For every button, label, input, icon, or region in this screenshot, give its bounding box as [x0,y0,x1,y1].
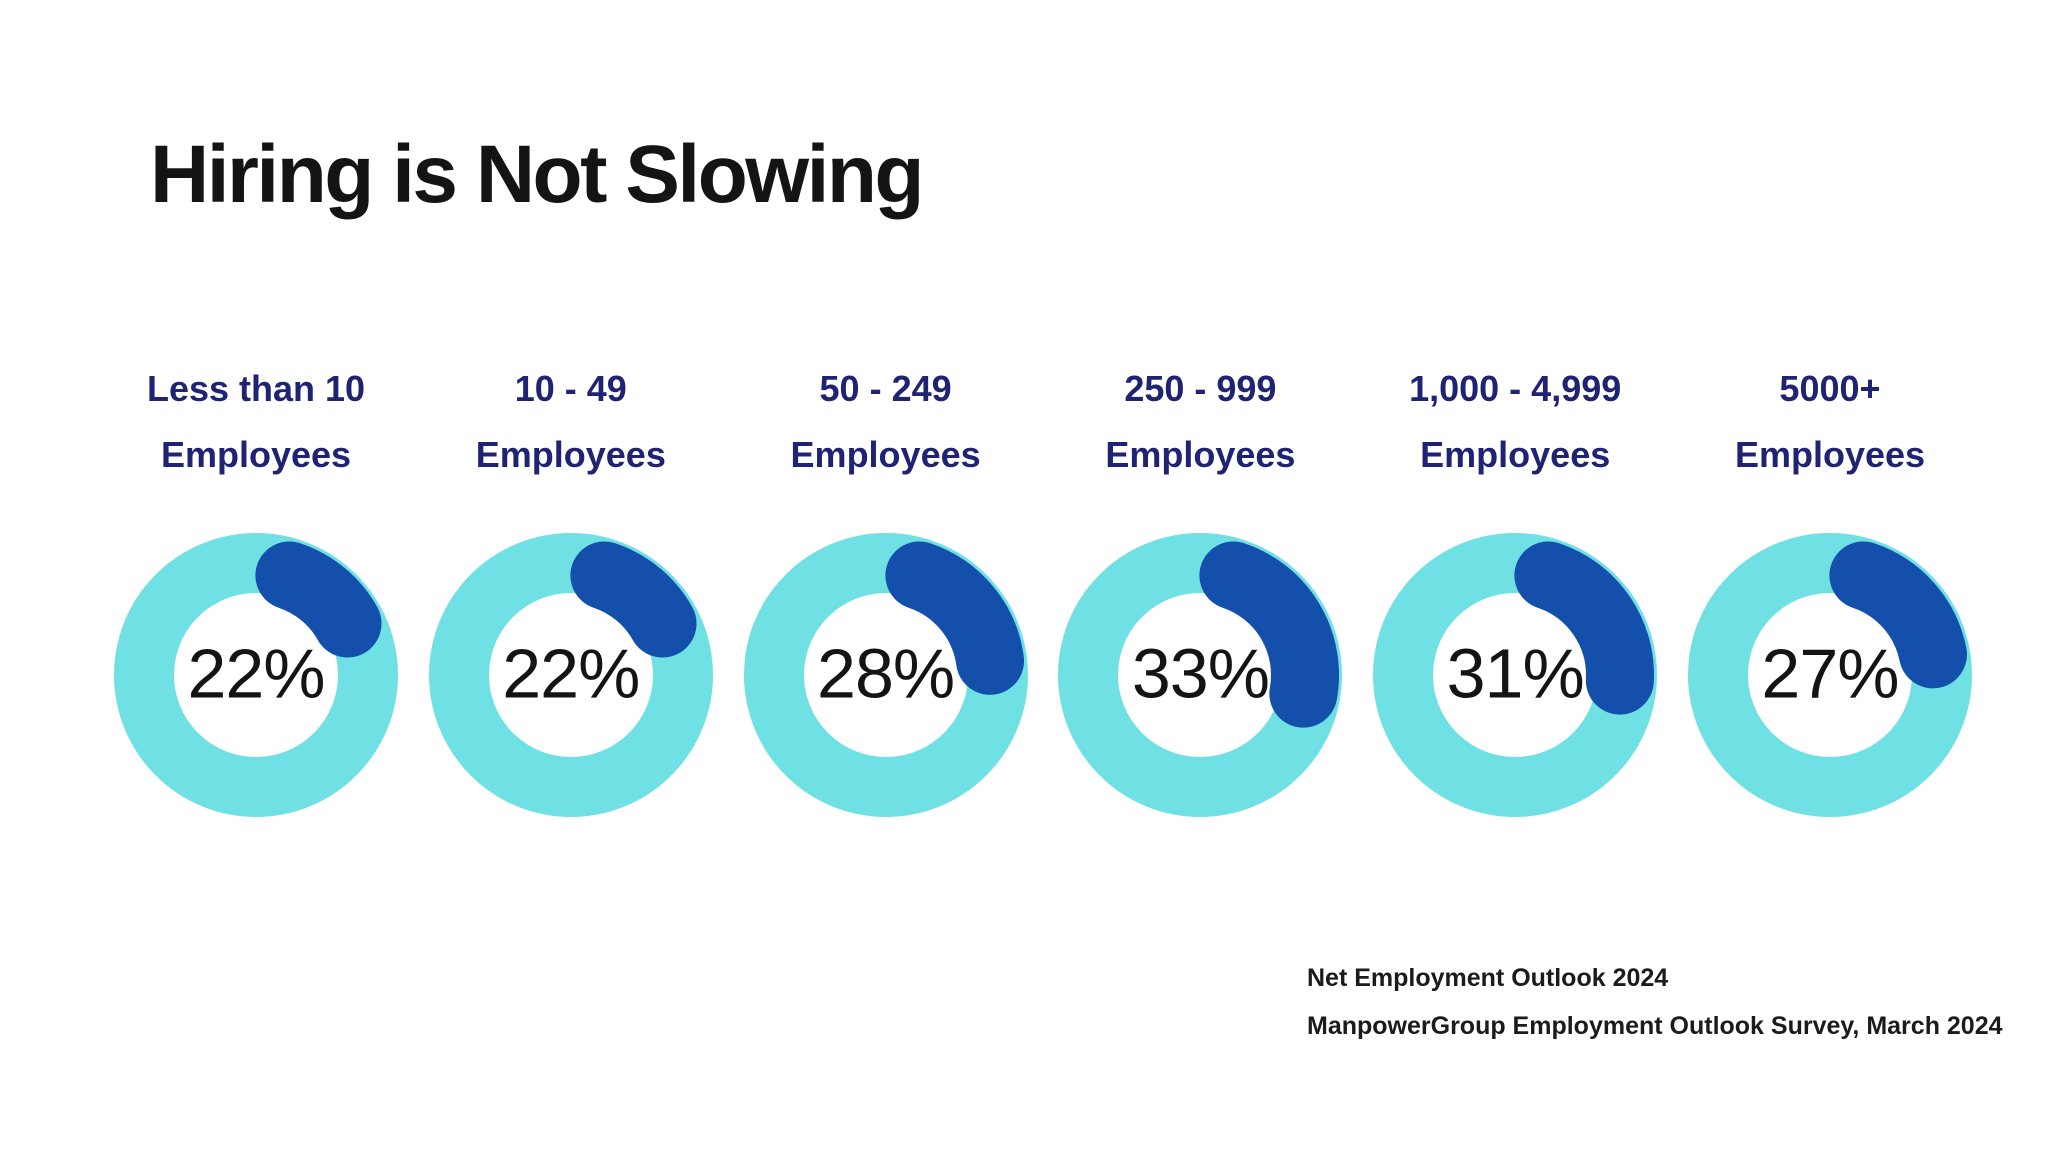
donut-group: Less than 10 Employees 22% [106,356,406,825]
page-title: Hiring is Not Slowing [150,129,925,220]
donut-svg [743,533,1028,817]
donut-category-label: 50 - 249 Employees [736,356,1036,488]
donut-svg [428,533,713,817]
donut-label-line1: Less than 10 [146,368,366,409]
donut-label-line2: Employees [160,434,352,475]
donut-percent-label: 22% [187,634,325,713]
donut-svg [1687,533,1972,817]
donut-percent-label: 27% [1761,634,1899,713]
donut-chart: 22% [106,525,406,825]
donut-svg [1058,533,1343,817]
donut-ring [428,533,713,817]
source-note: Net Employment Outlook 2024 ManpowerGrou… [1307,966,2003,1039]
donut-category-label: 10 - 49 Employees [421,356,721,488]
donut-group: 50 - 249 Employees 28% [736,356,1036,825]
donut-value-arc [255,541,382,658]
donut-label-line2: Employees [1734,434,1926,475]
donut-percent-label: 33% [1131,634,1270,713]
donut-value-arc [1829,541,1967,689]
donut-value-arc [1514,541,1655,715]
donut-value-arc [1199,541,1340,728]
donut-group: 1,000 - 4,999 Employees 31% [1365,356,1665,825]
donut-label-line1: 50 - 249 [819,368,952,409]
donut-label-line2: Employees [1105,434,1296,475]
donut-percent-label: 28% [817,634,955,713]
donut-ring [114,533,398,817]
donut-value-arc [570,541,697,658]
donut-group: 250 - 999 Employees 33% [1050,356,1350,825]
donut-category-label: 250 - 999 Employees [1050,356,1350,488]
donut-label-line2: Employees [475,434,666,475]
donut-svg [114,533,398,817]
source-line-1: Net Employment Outlook 2024 [1307,964,1669,992]
donut-percent-label: 31% [1446,634,1585,713]
donut-value-arc [885,541,1024,695]
donut-columns: Less than 10 Employees 22% 10 - 49 Employees… [106,356,1980,825]
donut-chart: 31% [1365,525,1665,825]
donut-group: 10 - 49 Employees 22% [421,356,721,825]
donut-label-line2: Employees [790,434,981,475]
source-line-2: ManpowerGroup Employment Outlook Survey,… [1307,1012,2003,1040]
donut-label-line1: 10 - 49 [514,368,627,409]
donut-label-line1: 250 - 999 [1124,368,1277,409]
donut-label-line2: Employees [1420,434,1611,475]
donut-category-label: 1,000 - 4,999 Employees [1365,356,1665,488]
donut-svg [1373,533,1658,817]
donut-chart: 22% [421,525,721,825]
donut-label-line1: 1,000 - 4,999 [1409,368,1622,409]
donut-category-label: Less than 10 Employees [106,356,406,488]
donut-label-line1: 5000+ [1779,368,1881,409]
donut-chart: 33% [1050,525,1350,825]
donut-chart: 28% [736,525,1036,825]
donut-chart: 27% [1680,525,1980,825]
donut-group: 5000+ Employees 27% [1680,356,1980,825]
donut-category-label: 5000+ Employees [1680,356,1980,488]
donut-percent-label: 22% [502,634,640,713]
